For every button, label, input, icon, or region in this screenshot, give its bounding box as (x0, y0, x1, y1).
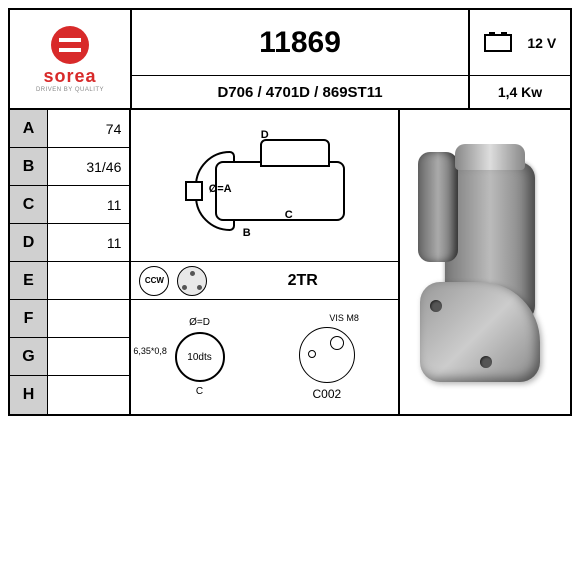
dim-value-H (48, 376, 131, 414)
tr-label: 2TR (207, 272, 398, 290)
dim-value-D: 11 (48, 224, 131, 261)
electrical-cell: 12 V 1,4 Kw (470, 10, 570, 108)
rotation-icon: CCW (139, 266, 169, 296)
dim-value-C: 11 (48, 186, 131, 223)
dim-label-G: G (10, 338, 48, 375)
diagram-column: D Ø=A B C CCW 2TR Ø=D 10dts (131, 110, 400, 414)
diagram-label-B: B (243, 227, 251, 239)
part-number: 11869 (132, 10, 468, 76)
terminal-small-label: 6,35*0,8 (133, 346, 167, 356)
connector-code: C002 (313, 387, 342, 401)
terminal-large-label: VIS M8 (329, 313, 359, 323)
connector-diagram: 6,35*0,8 VIS M8 C002 (299, 313, 355, 401)
dim-label-D: D (10, 224, 48, 261)
main-row: A74 B31/46 C11 D11 E F G H D Ø=A B C (10, 110, 570, 414)
dim-label-A: A (10, 110, 48, 147)
dim-value-B: 31/46 (48, 148, 131, 185)
battery-icon (484, 34, 512, 52)
power-value: 1,4 Kw (470, 76, 570, 108)
photo-column (400, 110, 570, 414)
dimensions-column: A74 B31/46 C11 D11 E F G H (10, 110, 131, 414)
dim-value-G (48, 338, 131, 375)
connector-icon (299, 327, 355, 383)
dim-label-E: E (10, 262, 48, 299)
gear-icon: 10dts (175, 332, 225, 382)
dim-label-F: F (10, 300, 48, 337)
diagram-label-C: C (285, 209, 293, 221)
dim-value-A: 74 (48, 110, 131, 147)
product-photo (410, 132, 560, 392)
dim-value-F (48, 300, 131, 337)
part-number-cell: 11869 D706 / 4701D / 869ST11 (132, 10, 470, 108)
voltage-value: 12 V (527, 35, 556, 51)
gear-dia-label: Ø=D (189, 317, 210, 328)
header-row: sorea DRIVEN BY QUALITY 11869 D706 / 470… (10, 10, 570, 110)
cross-reference: D706 / 4701D / 869ST11 (132, 76, 468, 108)
brand-logo-icon (51, 26, 89, 64)
outline-drawing: D Ø=A B C (131, 110, 398, 262)
dim-label-H: H (10, 376, 48, 414)
detail-row: Ø=D 10dts C 6,35*0,8 VIS M8 C002 (131, 300, 398, 414)
rotation-row: CCW 2TR (131, 262, 398, 300)
diagram-label-D: D (261, 129, 269, 141)
brand-cell: sorea DRIVEN BY QUALITY (10, 10, 132, 108)
gear-width-label: C (196, 386, 203, 397)
dim-label-C: C (10, 186, 48, 223)
brand-name: sorea (43, 66, 96, 87)
dim-label-B: B (10, 148, 48, 185)
datasheet-card: sorea DRIVEN BY QUALITY 11869 D706 / 470… (8, 8, 572, 416)
dim-value-E (48, 262, 131, 299)
gear-diagram: Ø=D 10dts C (175, 317, 225, 397)
mount-holes-icon (177, 266, 207, 296)
diagram-label-A: Ø=A (209, 183, 232, 195)
brand-tagline: DRIVEN BY QUALITY (36, 87, 104, 93)
